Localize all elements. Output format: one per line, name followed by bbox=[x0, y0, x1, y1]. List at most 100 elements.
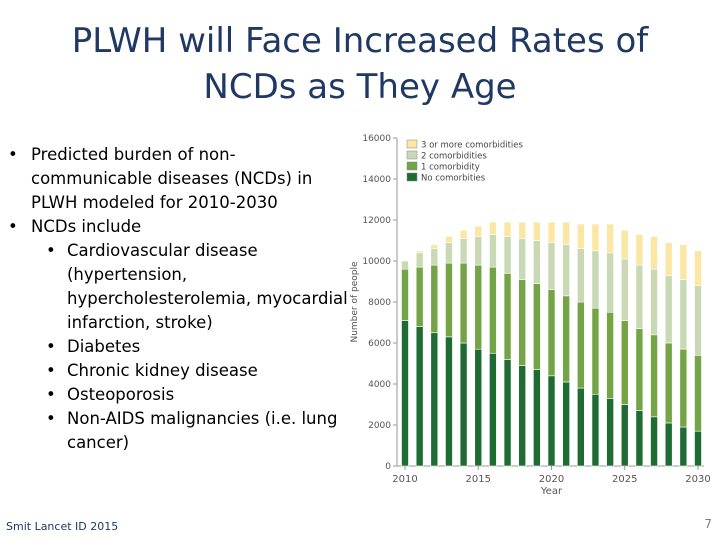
x-tick-label: 2020 bbox=[539, 474, 564, 485]
bar-segment bbox=[459, 238, 468, 264]
citation: Smit Lancet ID 2015 bbox=[6, 520, 119, 533]
legend-swatch bbox=[406, 161, 418, 171]
bar-segment bbox=[489, 266, 497, 354]
bar-segment bbox=[503, 221, 512, 237]
y-tick-label: 4000 bbox=[368, 380, 391, 390]
slide-title-line-2: NCDs as They Age bbox=[203, 67, 517, 107]
bar-segment bbox=[694, 355, 702, 432]
bullet-item: NCDs include bbox=[8, 215, 353, 239]
bar-segment bbox=[415, 252, 424, 268]
bar-segment bbox=[518, 238, 526, 280]
bar-segment bbox=[401, 320, 409, 467]
bar-segment bbox=[620, 229, 629, 260]
x-tick-label: 2025 bbox=[612, 474, 637, 485]
bar-segment bbox=[415, 250, 424, 254]
y-tick-label: 12000 bbox=[362, 216, 391, 226]
x-tick-label: 2030 bbox=[685, 474, 710, 485]
bar-segment bbox=[445, 262, 453, 338]
bar-segment bbox=[591, 307, 600, 395]
bar-segment bbox=[664, 275, 673, 344]
bar-segment bbox=[533, 369, 541, 467]
bar-segment bbox=[533, 221, 541, 241]
y-tick-label: 6000 bbox=[368, 339, 391, 349]
bar-segment bbox=[547, 221, 556, 243]
x-tick-label: 2010 bbox=[392, 474, 417, 485]
y-tick-label: 0 bbox=[385, 462, 391, 472]
y-tick-label: 2000 bbox=[368, 421, 391, 431]
bar-segment bbox=[606, 311, 614, 399]
bar-segment bbox=[620, 320, 629, 405]
bar-segment bbox=[562, 381, 570, 467]
bar-segment bbox=[533, 240, 541, 284]
y-tick-label: 8000 bbox=[368, 298, 391, 308]
bar-segment bbox=[518, 365, 526, 467]
legend-swatch bbox=[406, 150, 418, 160]
y-axis-label: Number of people bbox=[350, 261, 360, 343]
bar-segment bbox=[606, 398, 614, 467]
bar-segment bbox=[430, 248, 439, 266]
y-tick-label: 16000 bbox=[362, 134, 391, 144]
bar-segment bbox=[606, 223, 614, 254]
bar-segment bbox=[679, 348, 688, 428]
bar-segment bbox=[591, 393, 600, 467]
bar-segment bbox=[606, 252, 614, 313]
bar-segment bbox=[635, 328, 644, 411]
sub-bullet-item: Cardiovascular disease (hypertension, hy… bbox=[8, 239, 353, 335]
bar-segment bbox=[635, 264, 644, 329]
x-axis-label: Year bbox=[540, 486, 563, 497]
bar-segment bbox=[430, 332, 439, 467]
bar-segment bbox=[650, 268, 658, 336]
bar-segment bbox=[664, 242, 673, 276]
slide-title: PLWH will Face Increased Rates of NCDs a… bbox=[40, 18, 680, 110]
bar-segment bbox=[518, 221, 526, 239]
bar-segment bbox=[474, 236, 483, 266]
bar-segment bbox=[533, 283, 541, 370]
bar-segment bbox=[694, 250, 702, 286]
bar-segment bbox=[430, 264, 439, 334]
bar-segment bbox=[591, 250, 600, 309]
bar-segment bbox=[401, 260, 409, 270]
sub-bullet-item: Osteoporosis bbox=[8, 383, 353, 407]
legend-swatch bbox=[406, 139, 418, 149]
bar-segment bbox=[562, 221, 570, 245]
bar-segment bbox=[459, 342, 468, 467]
bar-segment bbox=[503, 273, 512, 360]
bar-segment bbox=[650, 334, 658, 418]
bar-segment bbox=[415, 266, 424, 327]
bar-segment bbox=[459, 262, 468, 344]
bar-segment bbox=[489, 352, 497, 467]
bar-segment bbox=[445, 336, 453, 467]
bar-segment bbox=[445, 242, 453, 264]
bar-segment bbox=[489, 234, 497, 268]
bar-segment bbox=[415, 326, 424, 467]
bar-segment bbox=[401, 268, 409, 321]
bar-segment bbox=[474, 264, 483, 350]
bar-segment bbox=[577, 301, 585, 389]
bar-segment bbox=[430, 244, 439, 249]
sub-bullet-item: Diabetes bbox=[8, 335, 353, 359]
bar-segment bbox=[474, 348, 483, 467]
legend-label: No comorbities bbox=[421, 174, 486, 184]
bar-segment bbox=[650, 236, 658, 270]
bar-segment bbox=[577, 248, 585, 303]
bar-segment bbox=[664, 342, 673, 424]
y-tick-label: 10000 bbox=[362, 257, 391, 267]
bar-segment bbox=[620, 258, 629, 321]
legend-label: 1 comorbidity bbox=[421, 163, 480, 173]
bar-segment bbox=[459, 229, 468, 239]
bar-segment bbox=[547, 242, 556, 291]
sub-bullet-item: Non-AIDS malignancies (i.e. lung cancer) bbox=[8, 407, 353, 455]
bar-segment bbox=[577, 223, 585, 249]
bar-segment bbox=[562, 295, 570, 383]
sub-bullet-item: Chronic kidney disease bbox=[8, 359, 353, 383]
y-tick-label: 14000 bbox=[362, 175, 391, 185]
page-number: 7 bbox=[704, 517, 712, 531]
bar-segment bbox=[694, 285, 702, 356]
bar-segment bbox=[547, 375, 556, 467]
bullet-list: Predicted burden of non-communicable dis… bbox=[8, 143, 353, 455]
x-tick-label: 2015 bbox=[466, 474, 491, 485]
slide-title-line-1: PLWH will Face Increased Rates of bbox=[71, 21, 649, 61]
bar-segment bbox=[679, 426, 688, 467]
bar-segment bbox=[650, 416, 658, 467]
bar-segment bbox=[635, 410, 644, 467]
